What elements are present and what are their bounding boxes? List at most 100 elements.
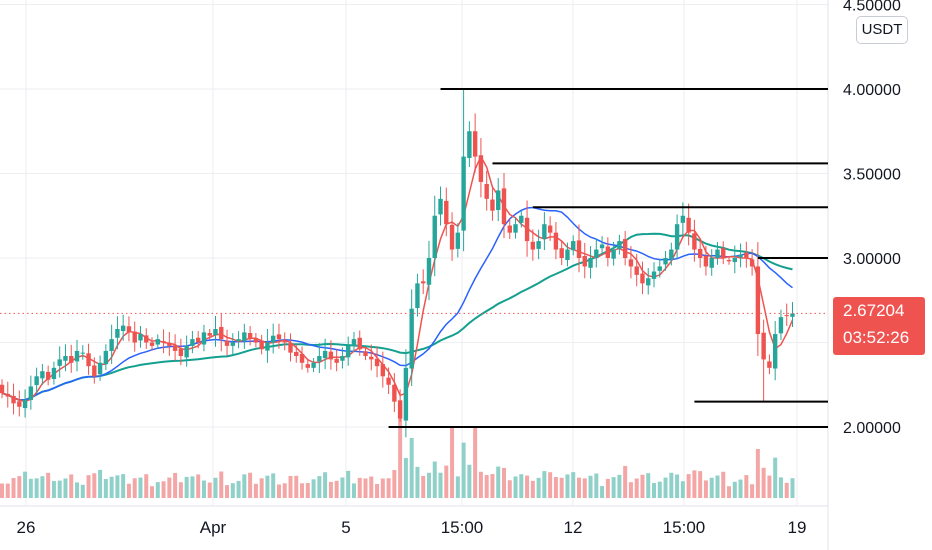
x-tick-label-1: Apr bbox=[200, 518, 227, 537]
candle-body-83 bbox=[478, 155, 484, 182]
volume-bar-40 bbox=[230, 483, 235, 498]
volume-bar-133 bbox=[767, 475, 772, 498]
volume-bar-126 bbox=[727, 486, 732, 498]
candle-body-127 bbox=[732, 258, 737, 263]
volume-bar-112 bbox=[646, 473, 651, 498]
x-tick-label-4: 12 bbox=[564, 518, 583, 537]
volume-bar-51 bbox=[294, 475, 299, 498]
candle-body-18 bbox=[103, 350, 109, 365]
volume-bar-64 bbox=[369, 476, 374, 498]
candle-body-128 bbox=[738, 254, 743, 258]
candle-body-51 bbox=[294, 351, 299, 357]
candle-body-11 bbox=[63, 356, 68, 361]
volume-bar-2 bbox=[11, 478, 16, 498]
candle-body-16 bbox=[92, 365, 97, 377]
volume-bar-50 bbox=[288, 475, 293, 498]
x-tick-label-0: 26 bbox=[17, 518, 36, 537]
candle-body-50 bbox=[288, 343, 293, 353]
candle-body-58 bbox=[334, 358, 339, 363]
candle-body-26 bbox=[149, 342, 155, 346]
volume-bar-12 bbox=[69, 474, 74, 498]
candle-body-61 bbox=[351, 339, 357, 346]
candle-body-99 bbox=[571, 241, 576, 251]
candle-body-42 bbox=[242, 332, 247, 342]
last-price-tag: 2.67204 03:52:26 bbox=[833, 297, 925, 355]
volume-bar-47 bbox=[271, 473, 276, 498]
candle-body-69 bbox=[397, 400, 403, 419]
currency-unit-badge[interactable]: USDT bbox=[856, 16, 908, 44]
volume-bar-10 bbox=[57, 480, 62, 498]
volume-bar-60 bbox=[346, 470, 351, 498]
candle-body-134 bbox=[772, 334, 778, 369]
volume-bar-101 bbox=[582, 478, 587, 498]
candle-body-67 bbox=[386, 377, 391, 385]
volume-bar-19 bbox=[109, 476, 114, 498]
volume-bar-100 bbox=[577, 477, 581, 498]
volume-bar-85 bbox=[490, 474, 495, 498]
candle-body-79 bbox=[455, 232, 461, 249]
candle-body-62 bbox=[357, 337, 362, 350]
candle-body-33 bbox=[190, 339, 195, 346]
volume-bar-35 bbox=[201, 480, 206, 498]
candle-body-105 bbox=[605, 246, 611, 258]
candle-body-92 bbox=[530, 241, 536, 250]
volume-bar-5 bbox=[28, 478, 33, 498]
volume-bar-96 bbox=[553, 477, 558, 498]
candle-body-29 bbox=[167, 343, 172, 346]
volume-bar-107 bbox=[617, 474, 622, 498]
candle-body-3 bbox=[17, 401, 22, 407]
volume-bar-93 bbox=[536, 477, 541, 498]
candle-body-57 bbox=[328, 351, 334, 360]
volume-bar-71 bbox=[409, 438, 414, 498]
volume-bar-22 bbox=[126, 483, 131, 498]
volume-bar-77 bbox=[444, 465, 449, 498]
volume-bar-8 bbox=[46, 472, 51, 498]
volume-bar-58 bbox=[334, 480, 339, 498]
candle-body-8 bbox=[45, 371, 51, 380]
candle-body-135 bbox=[778, 317, 784, 334]
volume-bar-75 bbox=[432, 461, 437, 498]
y-tick-label-2: 3.50000 bbox=[843, 167, 901, 184]
volume-bar-110 bbox=[634, 478, 639, 498]
volume-bar-65 bbox=[375, 484, 380, 498]
volume-bar-41 bbox=[236, 480, 241, 498]
volume-bar-121 bbox=[698, 471, 703, 498]
volume-bar-123 bbox=[709, 477, 714, 498]
volume-bar-103 bbox=[594, 473, 599, 498]
volume-bar-24 bbox=[138, 477, 143, 498]
volume-bar-18 bbox=[103, 478, 108, 498]
candle-body-49 bbox=[282, 341, 287, 343]
volume-bar-46 bbox=[265, 475, 270, 498]
candle-body-75 bbox=[432, 215, 437, 258]
volume-bar-70 bbox=[403, 457, 408, 498]
volume-bar-11 bbox=[63, 478, 68, 498]
candle-body-82 bbox=[472, 131, 478, 157]
volume-bar-48 bbox=[276, 484, 281, 498]
candle-body-66 bbox=[380, 364, 386, 377]
candle-body-32 bbox=[184, 345, 189, 358]
candle-body-35 bbox=[201, 332, 207, 345]
candle-body-60 bbox=[346, 345, 351, 358]
candle-body-15 bbox=[86, 353, 91, 367]
candle-body-53 bbox=[305, 364, 311, 368]
volume-bar-78 bbox=[450, 428, 455, 498]
volume-bar-80 bbox=[461, 442, 466, 498]
candle-body-98 bbox=[565, 249, 570, 261]
ma-fast-line bbox=[1, 154, 794, 403]
volume-bar-56 bbox=[323, 472, 328, 498]
candle-body-87 bbox=[501, 188, 507, 225]
candle-body-10 bbox=[57, 359, 62, 366]
candle-body-84 bbox=[484, 183, 489, 199]
volume-bar-137 bbox=[790, 478, 795, 498]
volume-bar-132 bbox=[761, 467, 766, 498]
volume-bar-55 bbox=[317, 476, 322, 498]
candle-body-44 bbox=[253, 338, 259, 343]
last-price-value: 2.67204 bbox=[843, 301, 905, 320]
candle-body-39 bbox=[224, 340, 230, 346]
volume-bar-84 bbox=[484, 475, 489, 498]
candle-body-47 bbox=[270, 335, 276, 343]
candle-body-73 bbox=[421, 281, 426, 284]
volume-bar-130 bbox=[750, 484, 755, 498]
volume-bar-67 bbox=[386, 478, 391, 498]
